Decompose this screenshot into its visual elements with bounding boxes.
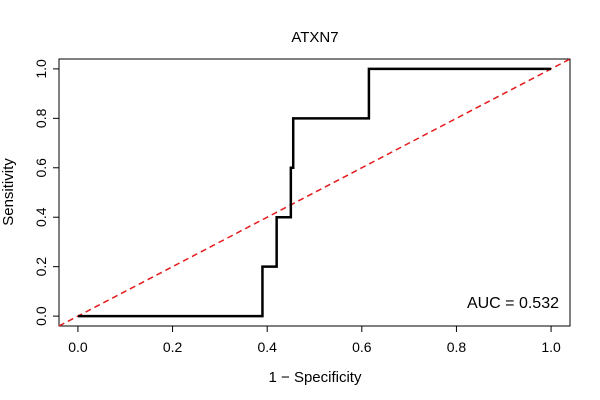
y-axis-label: Sensitivity [0, 158, 17, 226]
y-tick-label: 0.0 [33, 306, 49, 326]
chance-diagonal-line [58, 58, 571, 327]
x-tick-label: 0.8 [447, 339, 467, 355]
x-tick-label: 1.0 [541, 339, 561, 355]
y-tick-label: 1.0 [33, 59, 49, 79]
y-tick-label: 0.8 [33, 108, 49, 128]
auc-annotation: AUC = 0.532 [467, 295, 559, 312]
x-axis-label: 1 − Specificity [269, 369, 362, 386]
x-tick-label: 0.0 [68, 339, 88, 355]
y-tick-label: 0.6 [33, 158, 49, 178]
x-tick-label: 0.6 [352, 339, 372, 355]
series-layer [58, 58, 571, 327]
x-tick-label: 0.2 [163, 339, 183, 355]
roc-curve-line [77, 67, 552, 318]
x-tick-label: 0.4 [257, 339, 277, 355]
y-axis: 0.0 0.2 0.4 0.6 0.8 1.0 [33, 59, 60, 326]
chart-title: ATXN7 [291, 29, 338, 46]
y-tick-label: 0.4 [33, 207, 49, 227]
x-axis: 0.0 0.2 0.4 0.6 0.8 1.0 [68, 325, 561, 355]
y-tick-label: 0.2 [33, 257, 49, 277]
